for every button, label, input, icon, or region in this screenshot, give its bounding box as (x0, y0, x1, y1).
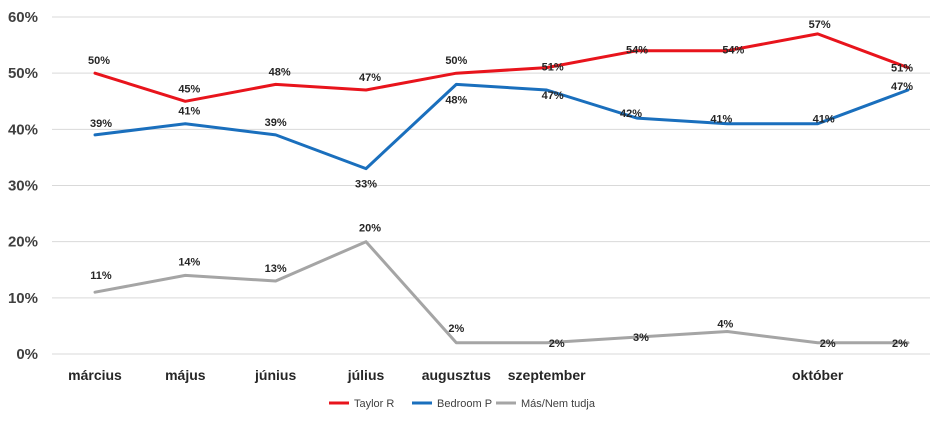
data-label: 39% (265, 117, 287, 129)
data-label: 57% (809, 19, 831, 31)
y-tick-label: 0% (16, 346, 38, 363)
y-tick-label: 30% (8, 178, 38, 195)
data-label: 3% (633, 332, 649, 344)
series-line (93, 240, 910, 345)
data-labels: 50% 45% 48% 47% 50% 51% 54% 54% 57% 51% 39% 41% 39% 3… (88, 19, 913, 350)
data-label: 47% (359, 72, 381, 84)
y-axis: 0% 10% 20% 30% 40% 50% 60% (8, 9, 38, 363)
data-label: 51% (542, 62, 564, 74)
y-tick-label: 50% (8, 65, 38, 82)
data-label: 50% (88, 55, 110, 67)
data-label: 11% (90, 270, 112, 282)
data-label: 45% (178, 83, 200, 95)
data-label: 42% (620, 108, 642, 120)
data-label: 20% (359, 223, 381, 235)
data-label: 2% (892, 338, 908, 350)
x-tick-label: június (254, 367, 296, 383)
legend: Taylor R Bedroom P Más/Nem tudja (329, 398, 596, 410)
data-label: 13% (265, 263, 287, 275)
x-tick-label: március (68, 367, 122, 383)
x-tick-label: szeptember (508, 367, 586, 383)
data-label: 2% (820, 338, 836, 350)
legend-label: Más/Nem tudja (521, 398, 596, 410)
data-label: 4% (717, 319, 733, 331)
data-label: 54% (626, 45, 648, 57)
data-label: 48% (445, 94, 467, 106)
data-label: 51% (891, 63, 913, 75)
data-label: 2% (549, 338, 565, 350)
data-label: 48% (269, 66, 291, 78)
legend-label: Taylor R (354, 398, 394, 410)
data-label: 39% (90, 118, 112, 130)
data-label: 50% (445, 55, 467, 67)
data-label: 33% (355, 179, 377, 191)
data-label: 54% (722, 45, 744, 57)
x-tick-label: május (165, 367, 206, 383)
data-label: 41% (710, 114, 732, 126)
data-label: 47% (542, 90, 564, 102)
data-label: 47% (891, 81, 913, 93)
x-tick-label: augusztus (422, 367, 491, 383)
gridlines (52, 16, 930, 355)
y-tick-label: 10% (8, 290, 38, 307)
y-tick-label: 60% (8, 9, 38, 26)
x-tick-label: október (792, 367, 844, 383)
data-label: 2% (448, 323, 464, 335)
legend-label: Bedroom P (437, 398, 492, 410)
series-line (93, 32, 910, 103)
data-label: 41% (813, 114, 835, 126)
x-axis: március május június július augusztus szeptem… (68, 367, 844, 383)
series-line (93, 82, 910, 171)
data-label: 14% (178, 256, 200, 268)
y-tick-label: 20% (8, 234, 38, 251)
x-tick-label: július (347, 367, 385, 383)
y-tick-label: 40% (8, 121, 38, 138)
data-label: 41% (178, 106, 200, 118)
series-lines (93, 32, 910, 345)
